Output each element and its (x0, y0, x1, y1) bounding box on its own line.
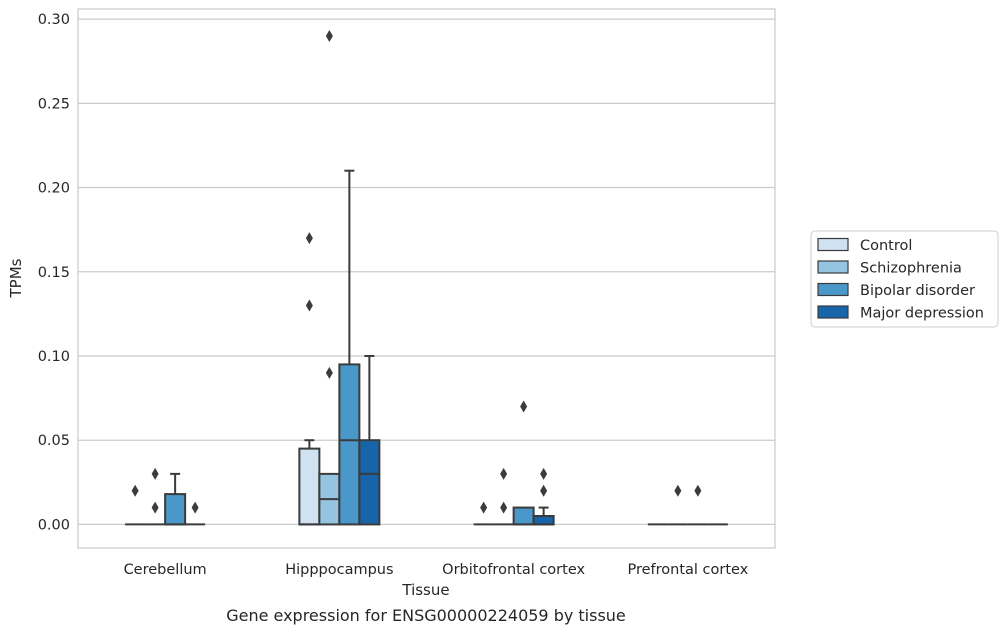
legend-swatch (817, 305, 849, 319)
legend-label: Bipolar disorder (860, 283, 975, 299)
box-2 (318, 29, 341, 526)
outlier-point (325, 29, 333, 42)
x-tick-label: Cerebellum (124, 562, 207, 578)
outlier-point (305, 232, 313, 245)
plot-frame (77, 8, 776, 549)
box-groups (125, 29, 728, 526)
legend-label: Schizophrenia (860, 261, 962, 277)
outlier-point (131, 484, 139, 497)
box-4 (532, 467, 555, 526)
outlier-point (674, 484, 682, 497)
outlier-point (151, 467, 159, 480)
box-body (164, 493, 187, 526)
y-tick-label: 0.10 (38, 349, 70, 365)
legend-label: Major depression (860, 306, 984, 322)
legend-swatch (817, 237, 849, 252)
outlier-point (520, 400, 528, 413)
outlier-point (500, 501, 508, 514)
legend-frame (810, 230, 999, 328)
y-tick-label: 0.05 (38, 433, 70, 449)
box-body (298, 447, 321, 526)
x-tick-label: Hipppocampus (285, 562, 393, 578)
box-3 (338, 169, 361, 526)
outlier-point (540, 484, 548, 497)
box-body (358, 439, 381, 526)
outlier-point (694, 484, 702, 497)
box-2 (493, 467, 514, 526)
box-3 (687, 484, 708, 526)
x-axis-label: Tissue (401, 581, 449, 599)
outlier-point (191, 501, 199, 514)
box-1 (473, 501, 494, 526)
y-tick-label: 0.20 (38, 181, 70, 197)
legend-label: Control (860, 238, 912, 254)
y-axis-label: TPMs (7, 258, 25, 298)
y-tick-label: 0.30 (38, 12, 70, 28)
outlier-point (151, 501, 159, 514)
x-tick-label: Orbitofrontal cortex (442, 562, 585, 578)
x-tick-label: Prefrontal cortex (627, 562, 748, 578)
box-1 (298, 232, 321, 526)
legend-swatch (817, 260, 849, 274)
box-body (532, 514, 555, 526)
box-3 (164, 472, 187, 526)
box-2 (667, 484, 688, 526)
chart-caption: Gene expression for ENSG00000224059 by t… (226, 606, 626, 625)
legend: Control Schizophrenia Bipolar disorder Majo… (810, 230, 999, 328)
box-2 (145, 467, 166, 526)
outlier-point (305, 299, 313, 312)
box-3 (512, 400, 535, 526)
box-body (512, 506, 535, 526)
outlier-point (480, 501, 488, 514)
box-body (338, 363, 361, 526)
outlier-point (325, 366, 333, 379)
box-1 (125, 484, 146, 526)
box-4 (185, 501, 206, 526)
y-ticks: 0.00 0.05 0.10 0.15 0.20 0.25 0.30 (38, 12, 70, 533)
outlier-point (500, 467, 508, 480)
y-tick-label: 0.15 (38, 265, 70, 281)
y-tick-label: 0.25 (38, 96, 70, 112)
outlier-point (540, 467, 548, 480)
box-4 (358, 354, 381, 526)
x-ticks: Cerebellum Hipppocampus Orbitofrontal cort… (124, 562, 749, 578)
grid-lines (78, 18, 775, 526)
legend-swatch (817, 282, 849, 297)
y-tick-label: 0.00 (38, 517, 70, 533)
